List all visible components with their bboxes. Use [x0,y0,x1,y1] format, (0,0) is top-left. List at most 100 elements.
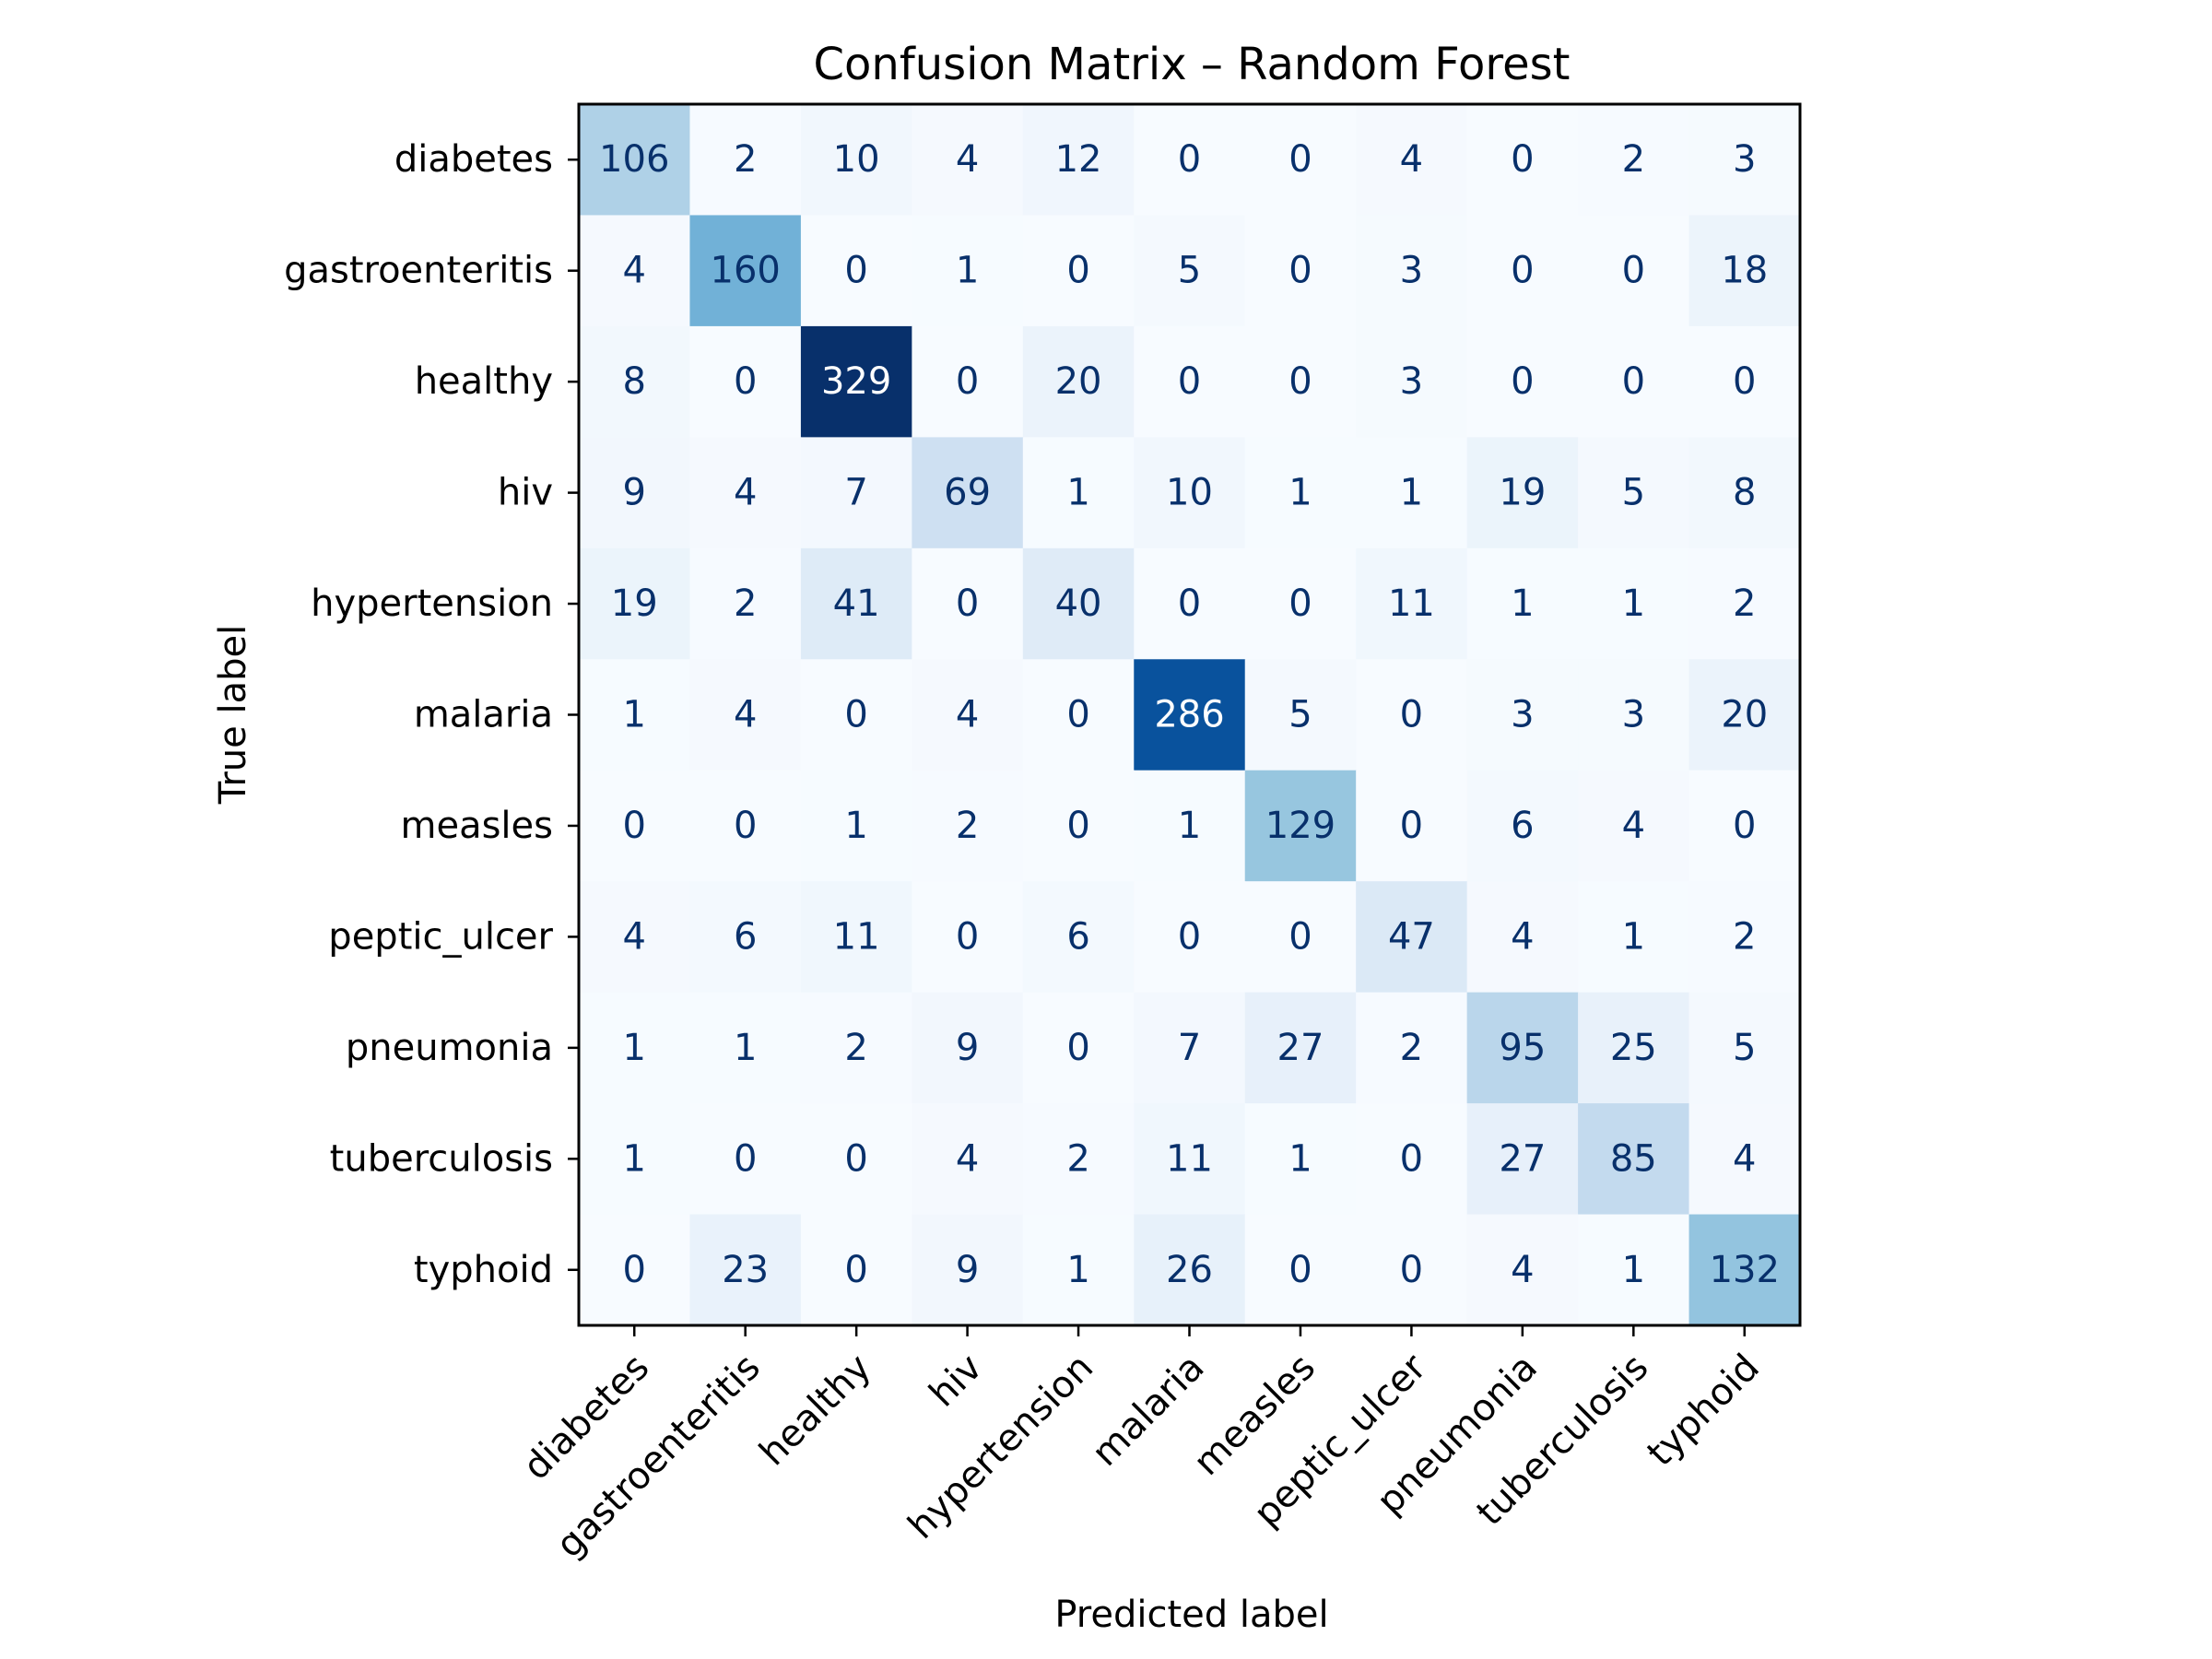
cell-value-label: 18 [1721,250,1768,292]
cell-value-label: 4 [1400,138,1423,181]
heatmap-cell [1466,992,1579,1104]
cell-value-label: 5 [1288,694,1312,736]
heatmap-cell [689,659,802,771]
cell-value-label: 0 [1400,1249,1423,1291]
cell-value-label: 4 [1511,1249,1534,1291]
heatmap-cell [800,881,912,994]
cell-value-label: 0 [1400,1137,1423,1180]
heatmap-cell [1244,547,1357,660]
heatmap-cell [1578,881,1690,994]
heatmap-cell [1688,325,1801,438]
cell-value-label: 0 [734,805,757,847]
heatmap-cell [1688,659,1801,771]
chart-title: Confusion Matrix – Random Forest [814,39,1571,90]
cell-value-label: 27 [1499,1137,1546,1180]
heatmap-cell [800,992,912,1104]
cell-value-label: 132 [1710,1249,1780,1291]
cell-value-label: 0 [734,360,757,403]
cell-value-label: 2 [1066,1137,1089,1180]
cell-value-label: 3 [1511,694,1534,736]
heatmap-cell [689,437,802,549]
cell-value-label: 23 [722,1249,769,1291]
cell-value-label: 8 [623,360,646,403]
heatmap-cells [579,104,1801,1326]
cell-value-label: 2 [1733,582,1756,625]
cell-value-label: 1 [1622,582,1645,625]
cell-value-label: 2 [734,582,757,625]
heatmap-cell [800,547,912,660]
cell-value-label: 69 [944,472,991,514]
cell-value-label: 1 [1622,1249,1645,1291]
cell-value-label: 0 [1178,915,1201,958]
heatmap-cell [1578,992,1690,1104]
y-tick-label: healthy [415,360,553,403]
heatmap-cell [912,325,1024,438]
cell-value-label: 11 [833,915,880,958]
cell-value-label: 3 [1400,360,1423,403]
cell-value-label: 3 [1622,694,1645,736]
heatmap-cell [1578,104,1690,217]
cell-value-label: 0 [1178,360,1201,403]
cell-value-label: 1 [1511,582,1534,625]
heatmap-cell [1688,1214,1801,1326]
cell-value-label: 0 [1178,582,1201,625]
heatmap-cell [689,325,802,438]
cell-value-label: 5 [1622,472,1645,514]
cell-value-label: 3 [1733,138,1756,181]
cell-value-label: 1 [844,805,867,847]
heatmap-cell [800,215,912,327]
cell-value-label: 0 [1066,805,1089,847]
heatmap-cell [1356,881,1468,994]
heatmap-cell [1356,215,1468,327]
cell-value-label: 9 [956,1249,979,1291]
cell-value-label: 0 [1511,250,1534,292]
heatmap-cell [1356,659,1468,771]
cell-value-label: 160 [711,250,781,292]
heatmap-cell [579,1214,691,1326]
cell-value-label: 7 [844,472,867,514]
cell-value-label: 1 [1066,472,1089,514]
heatmap-cell [1356,992,1468,1104]
cell-value-label: 4 [1733,1137,1756,1180]
cell-value-label: 1 [734,1027,757,1069]
cell-value-label: 0 [734,1137,757,1180]
cell-value-label: 0 [1511,360,1534,403]
cell-value-label: 0 [844,1137,867,1180]
cell-value-label: 0 [844,694,867,736]
y-tick-label: malaria [414,694,553,736]
cell-value-label: 6 [1511,805,1534,847]
heatmap-cell [1022,770,1135,882]
cell-value-label: 41 [833,582,880,625]
cell-value-label: 286 [1154,694,1224,736]
cell-value-label: 9 [956,1027,979,1069]
heatmap-cell [1022,992,1135,1104]
y-tick-label: measles [401,805,554,847]
heatmap-cell [800,325,912,438]
cell-value-label: 1 [1288,472,1312,514]
heatmap-cell [800,104,912,217]
cell-value-label: 2 [1733,915,1756,958]
heatmap-cell [579,1103,691,1216]
cell-value-label: 8 [1733,472,1756,514]
heatmap-cell [800,1214,912,1326]
heatmap-cell [579,659,691,771]
heatmap-cell [689,992,802,1104]
heatmap-cell [1244,659,1357,771]
cell-value-label: 1 [623,1137,646,1180]
heatmap-cell [1022,659,1135,771]
cell-value-label: 1 [1066,1249,1089,1291]
cell-value-label: 0 [1288,1249,1312,1291]
cell-value-label: 4 [1622,805,1645,847]
cell-value-label: 0 [1400,694,1423,736]
heatmap-cell [1578,215,1690,327]
cell-value-label: 25 [1610,1027,1657,1069]
heatmap-cell [1578,1214,1690,1326]
cell-value-label: 12 [1055,138,1102,181]
heatmap-cell [1688,437,1801,549]
x-tick-label: gastroenteritis [548,1347,769,1567]
cell-value-label: 0 [1178,138,1201,181]
heatmap-cell [579,215,691,327]
heatmap-cell [579,992,691,1104]
cell-value-label: 95 [1499,1027,1546,1069]
